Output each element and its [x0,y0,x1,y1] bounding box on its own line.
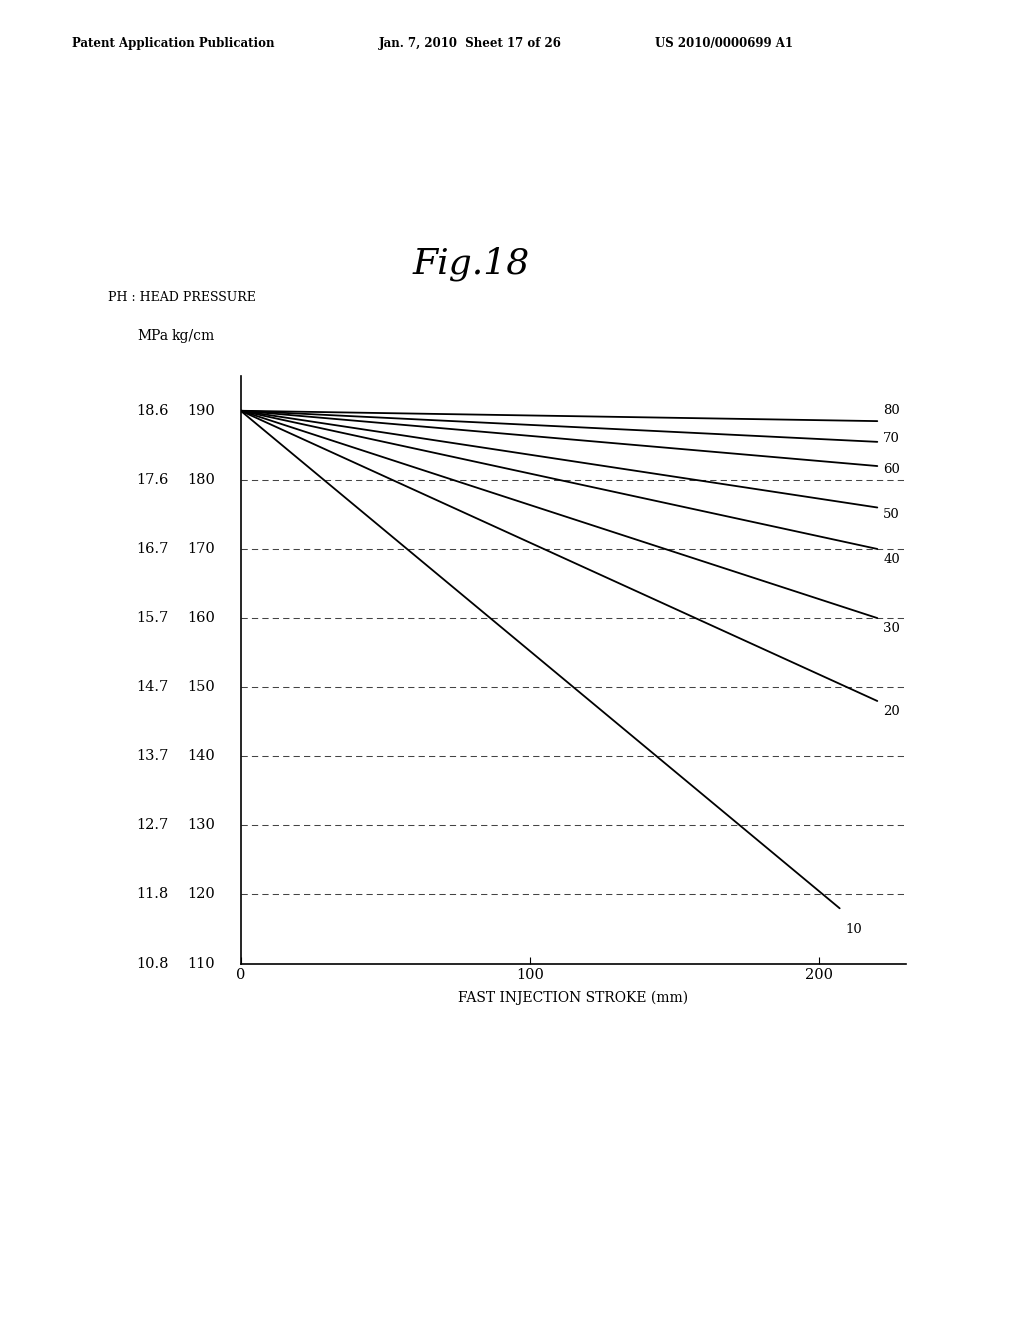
Text: 130: 130 [187,818,215,833]
Text: Patent Application Publication: Patent Application Publication [72,37,274,50]
Text: 150: 150 [187,680,215,694]
Text: 11.8: 11.8 [137,887,169,902]
Text: 50: 50 [883,508,900,521]
Text: 70: 70 [883,432,900,445]
Text: 10.8: 10.8 [136,957,169,970]
Text: 120: 120 [187,887,215,902]
Text: 14.7: 14.7 [137,680,169,694]
Text: 10: 10 [846,923,862,936]
Text: 180: 180 [187,473,215,487]
Text: Fig.18: Fig.18 [413,247,529,281]
Text: 40: 40 [883,553,900,566]
Text: 170: 170 [187,543,215,556]
Text: 80: 80 [883,404,900,417]
Text: 60: 60 [883,463,900,477]
Text: MPa: MPa [138,329,169,343]
Text: 17.6: 17.6 [136,473,169,487]
Text: Jan. 7, 2010  Sheet 17 of 26: Jan. 7, 2010 Sheet 17 of 26 [379,37,562,50]
Text: 18.6: 18.6 [136,404,169,417]
Text: US 2010/0000699 A1: US 2010/0000699 A1 [655,37,794,50]
Text: 12.7: 12.7 [137,818,169,833]
Text: 190: 190 [187,404,215,417]
Text: 13.7: 13.7 [136,750,169,763]
Text: PH : HEAD PRESSURE: PH : HEAD PRESSURE [108,290,255,304]
Text: 140: 140 [187,750,215,763]
Text: 160: 160 [187,611,215,626]
X-axis label: FAST INJECTION STROKE (mm): FAST INJECTION STROKE (mm) [459,991,688,1006]
Text: 30: 30 [883,622,900,635]
Text: 20: 20 [883,705,900,718]
Text: 16.7: 16.7 [136,543,169,556]
Text: kg/cm: kg/cm [172,329,215,343]
Text: 110: 110 [187,957,215,970]
Text: 15.7: 15.7 [137,611,169,626]
